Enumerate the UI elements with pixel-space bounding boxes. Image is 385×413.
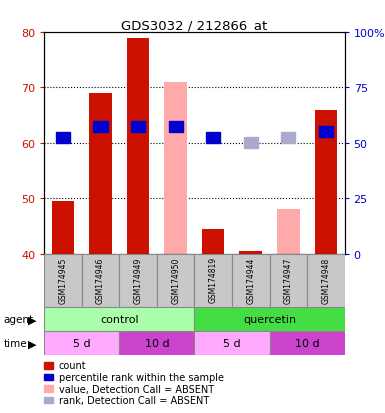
Text: count: count	[59, 361, 86, 370]
Bar	[52, 202, 74, 254]
Bar	[244, 138, 258, 149]
Bar	[127, 38, 149, 254]
Text: 5 d: 5 d	[223, 339, 241, 349]
Text: 10 d: 10 d	[145, 339, 169, 349]
Bar	[44, 332, 119, 356]
Bar	[194, 308, 345, 332]
Title: GDS3032 / 212866_at: GDS3032 / 212866_at	[121, 19, 268, 32]
Text: GSM174946: GSM174946	[96, 256, 105, 303]
Text: time: time	[4, 339, 27, 349]
Bar	[232, 254, 270, 308]
Bar	[44, 308, 194, 332]
Text: ▶: ▶	[28, 339, 37, 349]
Text: agent: agent	[4, 315, 34, 325]
Bar	[194, 254, 232, 308]
Text: GSM174950: GSM174950	[171, 256, 180, 303]
Bar	[89, 94, 112, 254]
Bar	[239, 251, 262, 254]
Bar	[194, 332, 270, 356]
Bar	[202, 229, 224, 254]
Bar	[315, 110, 337, 254]
Text: GSM174944: GSM174944	[246, 256, 255, 303]
Text: GSM174948: GSM174948	[321, 256, 330, 303]
Text: percentile rank within the sample: percentile rank within the sample	[59, 372, 224, 382]
Bar	[94, 121, 108, 133]
Bar	[56, 133, 70, 143]
Bar	[319, 127, 333, 138]
Text: quercetin: quercetin	[243, 315, 296, 325]
Text: GSM174945: GSM174945	[59, 256, 67, 303]
Text: rank, Detection Call = ABSENT: rank, Detection Call = ABSENT	[59, 395, 209, 405]
Text: ▶: ▶	[28, 315, 37, 325]
Bar	[82, 254, 119, 308]
Text: 5 d: 5 d	[73, 339, 90, 349]
Bar	[270, 254, 307, 308]
Bar	[206, 133, 220, 143]
Text: GSM174947: GSM174947	[284, 256, 293, 303]
Bar	[281, 133, 295, 143]
Bar	[44, 254, 82, 308]
Bar	[157, 254, 194, 308]
Bar	[131, 121, 145, 133]
Bar	[164, 83, 187, 254]
Bar	[307, 254, 345, 308]
Text: 10 d: 10 d	[295, 339, 319, 349]
Text: GSM174949: GSM174949	[134, 256, 142, 303]
Text: value, Detection Call = ABSENT: value, Detection Call = ABSENT	[59, 384, 214, 394]
Bar	[169, 121, 183, 133]
Bar	[119, 332, 194, 356]
Bar	[270, 332, 345, 356]
Text: GSM174819: GSM174819	[209, 256, 218, 303]
Bar	[119, 254, 157, 308]
Bar	[277, 210, 300, 254]
Text: control: control	[100, 315, 139, 325]
